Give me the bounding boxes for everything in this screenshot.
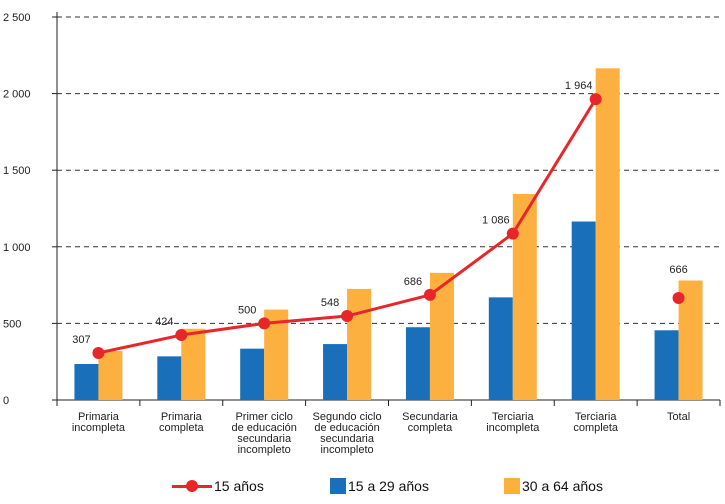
- x-tick-label: Terciaria incompleta: [486, 411, 540, 434]
- legend: 15 años 15 a 29 años 30 a 64 años: [0, 478, 725, 500]
- bar-15-29: [74, 363, 99, 400]
- bar-15-29: [405, 327, 430, 400]
- legend-label-15-29: 15 a 29 años: [348, 478, 429, 494]
- line-point: [589, 93, 602, 106]
- data-label: 548: [321, 297, 339, 309]
- line-point: [258, 317, 271, 330]
- x-tick-label: Terciaria completa: [573, 411, 619, 434]
- x-tick-label: Primaria incompleta: [72, 411, 126, 434]
- data-label: 500: [238, 304, 256, 316]
- data-label: 666: [669, 264, 687, 276]
- line-point: [341, 310, 354, 323]
- line-point: [175, 329, 188, 342]
- bar-15-29: [571, 221, 596, 400]
- legend-swatch-blue: [330, 478, 346, 494]
- line-point: [672, 291, 685, 304]
- bar-30-64: [98, 350, 123, 400]
- legend-swatch-orange: [504, 478, 520, 494]
- data-label: 1 964: [565, 80, 593, 92]
- bar-15-29: [323, 344, 348, 400]
- bar-30-64: [181, 328, 206, 400]
- x-tick-label: Total: [667, 411, 690, 423]
- y-tick-label: 0: [3, 395, 9, 407]
- bar-15-29: [240, 348, 265, 400]
- legend-item-15-29: 15 a 29 años: [330, 478, 429, 494]
- bar-15-29: [488, 297, 513, 400]
- legend-label-30-64: 30 a 64 años: [522, 478, 603, 494]
- bar-15-29: [157, 356, 182, 400]
- legend-line-marker-icon: [172, 478, 212, 494]
- x-tick-label: Primaria completa: [159, 411, 205, 434]
- line-point: [423, 288, 436, 301]
- legend-item-15-anos: 15 años: [172, 478, 264, 494]
- y-tick-label: 1 000: [3, 242, 31, 254]
- bar-30-64: [347, 288, 372, 400]
- bar-15-29: [654, 330, 679, 400]
- y-tick-label: 2 000: [3, 89, 31, 101]
- bar-30-64: [595, 68, 620, 401]
- legend-item-30-64: 30 a 64 años: [504, 478, 603, 494]
- y-tick-label: 500: [3, 318, 21, 330]
- y-tick-label: 2 500: [3, 12, 31, 24]
- chart: 0 500 1 000 1 500 2 000 2 500 Primaria incomple…: [3, 12, 721, 456]
- data-label: 307: [72, 334, 90, 346]
- data-label: 424: [155, 316, 173, 328]
- y-tick-label: 1 500: [3, 165, 31, 177]
- line-point: [506, 227, 519, 240]
- data-label: 686: [404, 276, 422, 288]
- line-point: [92, 346, 105, 359]
- x-tick-label: Secundaria completa: [402, 411, 459, 434]
- legend-label-15-anos: 15 años: [214, 478, 264, 494]
- x-tick-label: Primer ciclo de educación secundaria incomp…: [231, 411, 296, 456]
- bar-30-64: [512, 193, 537, 400]
- x-tick-label: Segundo ciclo de educación secundaria incom…: [313, 411, 382, 456]
- data-label: 1 086: [482, 215, 510, 227]
